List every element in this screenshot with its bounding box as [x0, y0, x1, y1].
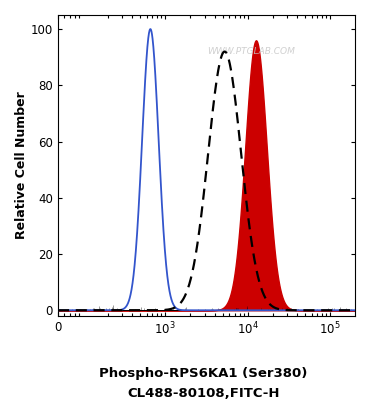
- Y-axis label: Relative Cell Number: Relative Cell Number: [15, 92, 28, 239]
- Text: WWW.PTGLAB.COM: WWW.PTGLAB.COM: [207, 47, 295, 55]
- Text: Phospho-RPS6KA1 (Ser380): Phospho-RPS6KA1 (Ser380): [99, 367, 308, 379]
- Text: CL488-80108,FITC-H: CL488-80108,FITC-H: [127, 387, 280, 400]
